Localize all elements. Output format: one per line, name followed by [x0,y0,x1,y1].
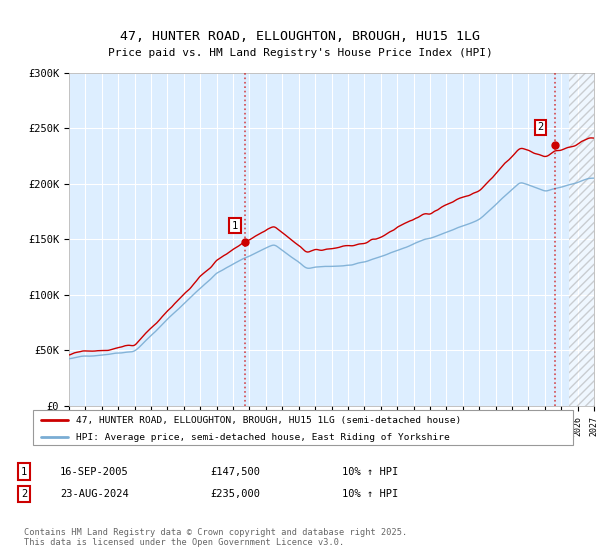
Text: Price paid vs. HM Land Registry's House Price Index (HPI): Price paid vs. HM Land Registry's House … [107,48,493,58]
Text: £147,500: £147,500 [210,466,260,477]
Text: 2: 2 [21,489,27,499]
Text: HPI: Average price, semi-detached house, East Riding of Yorkshire: HPI: Average price, semi-detached house,… [76,433,450,442]
Text: 47, HUNTER ROAD, ELLOUGHTON, BROUGH, HU15 1LG (semi-detached house): 47, HUNTER ROAD, ELLOUGHTON, BROUGH, HU1… [76,417,461,426]
Text: 10% ↑ HPI: 10% ↑ HPI [342,466,398,477]
Text: 47, HUNTER ROAD, ELLOUGHTON, BROUGH, HU15 1LG: 47, HUNTER ROAD, ELLOUGHTON, BROUGH, HU1… [120,30,480,43]
Text: 2: 2 [538,122,544,132]
Text: 10% ↑ HPI: 10% ↑ HPI [342,489,398,499]
Text: 1: 1 [232,221,238,231]
Text: 1: 1 [21,466,27,477]
Text: 16-SEP-2005: 16-SEP-2005 [60,466,129,477]
Text: £235,000: £235,000 [210,489,260,499]
Text: Contains HM Land Registry data © Crown copyright and database right 2025.
This d: Contains HM Land Registry data © Crown c… [24,528,407,547]
FancyBboxPatch shape [33,410,573,445]
Text: 23-AUG-2024: 23-AUG-2024 [60,489,129,499]
Bar [569,73,594,406]
